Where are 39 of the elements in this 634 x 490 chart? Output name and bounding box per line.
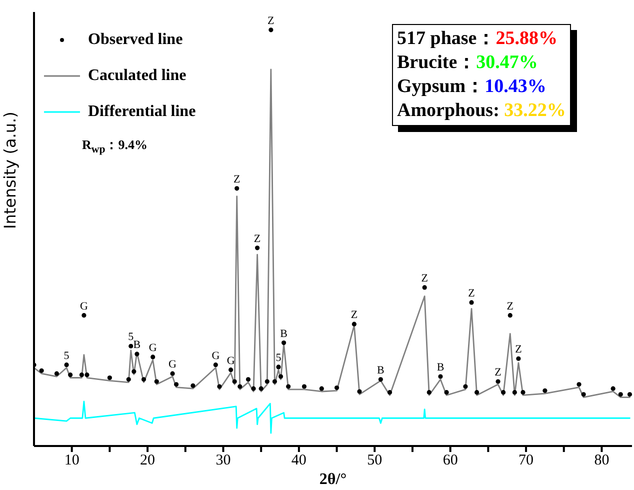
annotation: Amorphous: 33.22% (397, 99, 566, 123)
x-tick-label: 30 (216, 452, 231, 469)
legend-label: Observed line (88, 31, 183, 49)
y-axis-title: Intensity (a.u.) (0, 112, 20, 229)
x-tick-label: 40 (291, 452, 306, 469)
annotation: 5 (276, 352, 282, 364)
annotation: Z (515, 344, 522, 356)
annotation: Gypsum：10.43% (397, 75, 548, 99)
annotation: G (148, 342, 157, 354)
annotation: Z (350, 309, 358, 322)
x-tick-label: 60 (442, 452, 458, 469)
annotation: Z (254, 232, 261, 245)
x-tick-label: 70 (518, 452, 534, 469)
annotation: Z (468, 287, 476, 300)
annotation: Brucite：30.47% (397, 51, 539, 75)
x-tick-label: 20 (140, 452, 156, 469)
annotation: Z (506, 300, 514, 312)
annotation: B (280, 328, 288, 340)
annotation: B (133, 339, 141, 352)
annotation: B (377, 364, 384, 376)
annotation: R$_{wp}$：9.4% (82, 136, 148, 156)
annotation: G (80, 300, 88, 312)
annotation: Z (268, 14, 275, 27)
x-tick-label: 10 (64, 452, 80, 469)
annotation: 5 (128, 331, 134, 344)
annotation: 517 phase：25.88% (397, 27, 558, 51)
annotation: Z (234, 173, 240, 186)
legend-label: Caculated line (88, 67, 186, 85)
annotation: G (226, 354, 235, 367)
annotation: G (168, 358, 177, 371)
x-tick-label: 80 (594, 452, 610, 469)
annotation: Z (494, 366, 502, 379)
x-axis-title: 2θ/° (319, 471, 347, 488)
annotation: Z (421, 272, 428, 284)
annotation: B (436, 362, 444, 374)
legend-label: Differential line (88, 103, 196, 121)
x-tick-label: 50 (367, 452, 382, 469)
annotation: G (212, 350, 220, 362)
annotation: 5 (64, 350, 70, 362)
